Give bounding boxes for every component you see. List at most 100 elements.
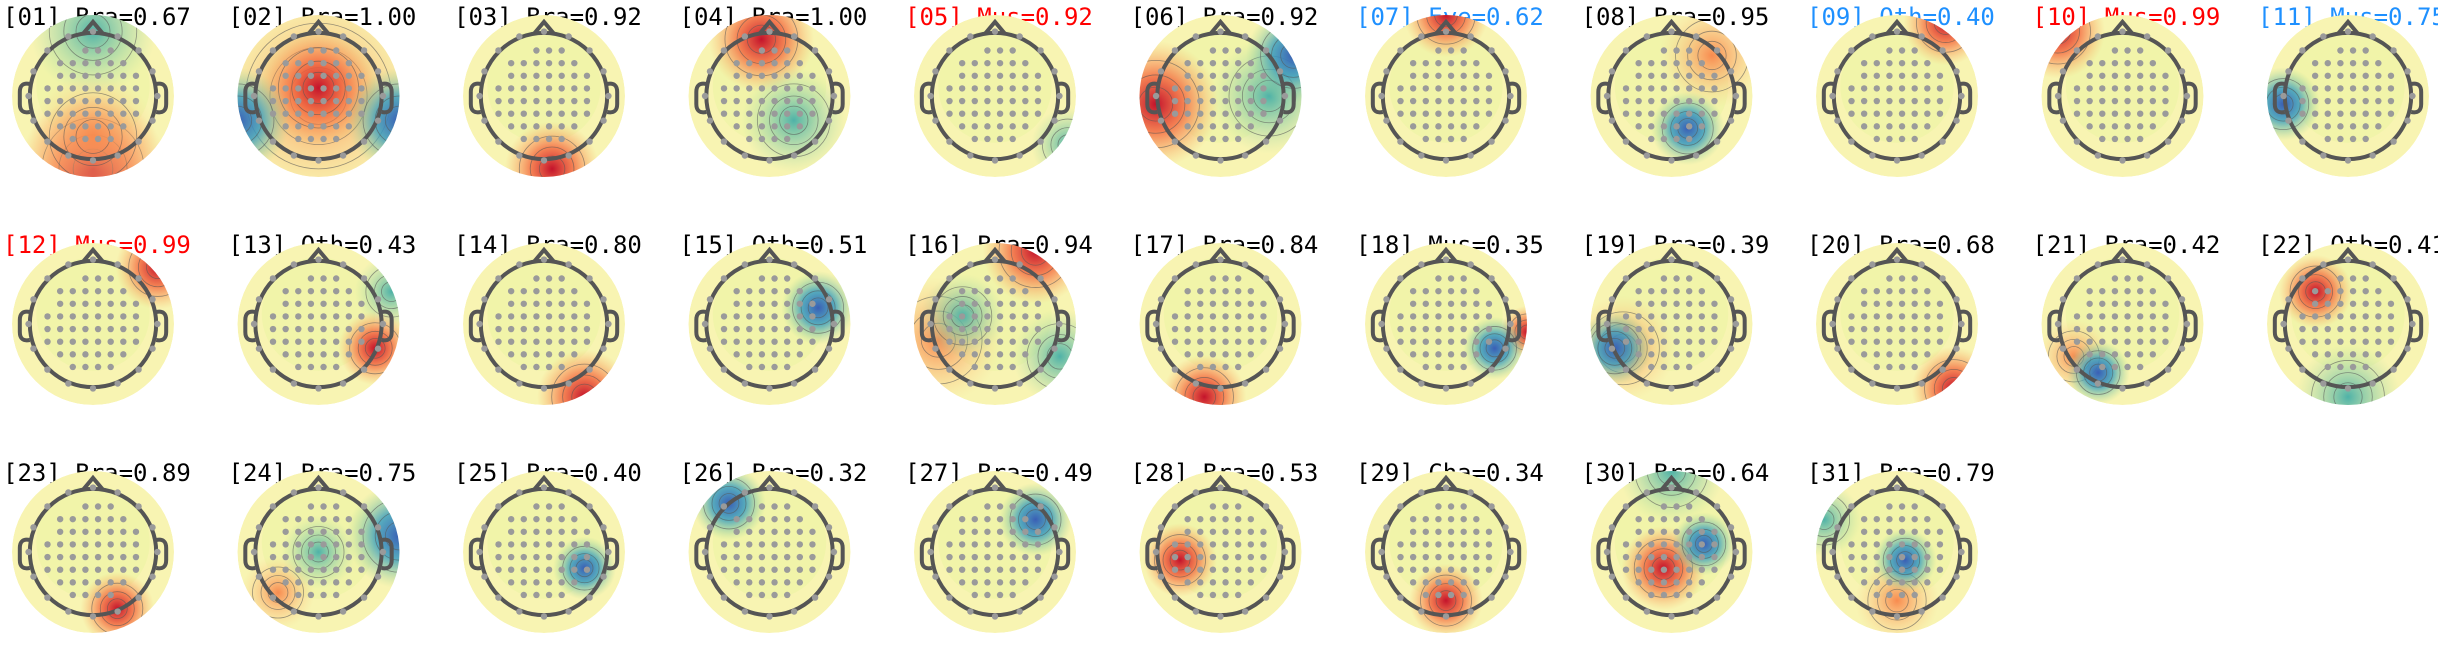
electrode [558,528,565,535]
electrode [984,287,991,295]
electrode [65,380,72,387]
electrode [2324,338,2331,345]
electrode [282,528,289,535]
electrode [1911,566,1918,573]
electrode [2404,68,2411,75]
electrode [746,97,753,105]
ear [155,537,169,571]
electrode [1685,566,1693,573]
electrode [1685,541,1693,548]
electrode [1262,366,1270,373]
electrode [706,573,714,580]
electrode [946,325,953,333]
electrode [481,117,488,124]
electrode [2094,380,2102,387]
electrode [1685,528,1693,535]
electrode [107,503,114,510]
electrode [1034,97,1042,105]
electrode [1635,287,1642,295]
electrode [958,123,966,130]
electrode [1873,313,1880,320]
electrode [958,72,966,79]
electrode [758,541,766,548]
electrode [1022,300,1029,307]
electrode [250,92,258,100]
electrode [320,85,327,92]
contour [1139,86,1174,122]
electrode [69,325,76,333]
electrode [558,363,565,371]
electrode [1422,300,1429,307]
electrode [332,515,340,523]
electrode [1409,59,1417,67]
electrode [1711,85,1718,92]
nose [81,474,105,492]
electrode [1467,608,1474,615]
electrode [830,320,838,328]
electrode [1924,566,1931,573]
electrode [1262,138,1270,145]
electrode [94,553,102,561]
contour [1162,542,1198,578]
electrode [790,33,798,40]
electrode [345,110,353,117]
electrode [2086,300,2093,307]
electrode [1711,110,1718,117]
electrode [2059,117,2067,124]
contour [769,95,819,145]
electrode [1447,300,1455,307]
topomap [1365,243,1527,405]
electrode [107,59,114,67]
electrode [533,72,540,79]
electrode [583,566,591,573]
electrode [1635,579,1642,586]
electrode [1507,320,1514,328]
electrode [1911,300,1918,307]
electrode [282,287,289,295]
electrode [1460,351,1467,358]
electrode [533,338,540,345]
electrode [2099,97,2106,105]
electrode [1685,591,1693,599]
electrode [2311,59,2319,67]
electrode [1829,92,1836,100]
nose [1434,18,1458,36]
electrode [2149,313,2157,320]
electrode [1834,524,1841,531]
electrode [2404,345,2411,352]
ear [381,537,394,571]
electrode [1911,72,1918,79]
electrode [1422,579,1429,586]
electrode [741,608,749,615]
electrode [1936,566,1944,573]
electrode [1247,553,1255,561]
electrode [927,92,934,100]
electrode [1422,566,1429,573]
electrode [1886,123,1893,130]
electrode [82,541,89,548]
electrode [1648,338,1655,345]
electrode [2375,300,2382,307]
electrode [295,97,302,105]
electrode [255,345,263,352]
electrode [1924,97,1931,105]
electrode [1918,33,1925,40]
electrode [1037,594,1044,601]
electrode [991,157,999,164]
electrode [1711,553,1718,561]
electrode [332,97,340,105]
electrode [1886,300,1893,307]
electrode [1435,300,1442,307]
electrode [1953,68,1960,75]
electrode [2285,68,2292,75]
electrode [971,363,978,371]
electrode [1873,541,1880,548]
electrode [320,123,327,130]
nose [983,246,1007,264]
nose [2110,246,2135,264]
electrode [796,579,804,586]
electrode [971,123,978,130]
electrode [946,553,953,561]
electrode [2149,123,2157,130]
electrode [1467,33,1474,40]
